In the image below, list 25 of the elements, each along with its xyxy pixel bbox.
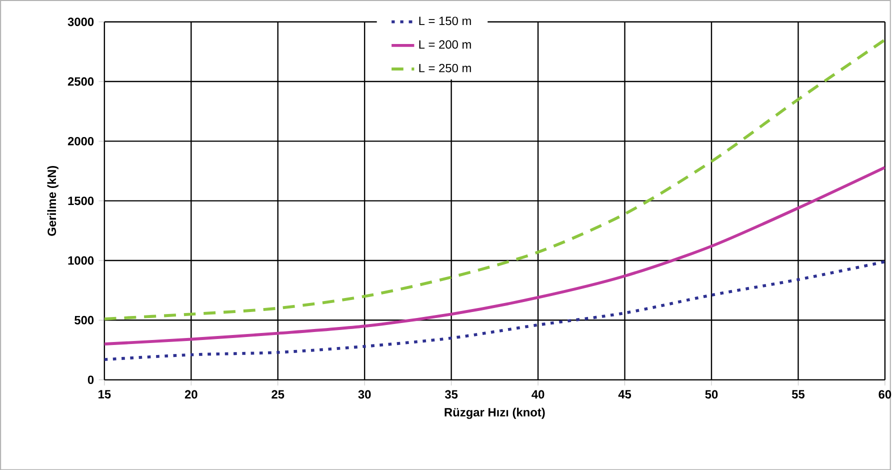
- legend-label: L = 200 m: [419, 40, 471, 49]
- y-tick-label: 2500: [68, 77, 94, 86]
- y-axis-title: Gerilme (kN): [47, 166, 58, 236]
- legend-label: L = 150 m: [419, 16, 471, 26]
- x-tick-label: 55: [792, 390, 805, 398]
- y-tick-label: 500: [74, 316, 94, 324]
- line-series: [104, 260, 885, 361]
- x-tick-label: 15: [98, 390, 111, 398]
- x-tick-label: 50: [705, 390, 718, 398]
- x-tick-label: 35: [444, 390, 458, 398]
- y-tick-label: 2000: [68, 136, 94, 146]
- y-tick-label: 3000: [68, 17, 94, 26]
- y-tick-label: 0: [88, 375, 94, 384]
- x-tick-label: 60: [878, 390, 892, 398]
- x-axis-title: Rüzgar Hızı (knot): [444, 408, 545, 419]
- line-series: [104, 166, 885, 346]
- x-tick-label: 45: [618, 390, 632, 398]
- x-tick-label: 20: [184, 390, 198, 398]
- x-tick-label: 25: [272, 390, 284, 398]
- y-tick-label: 1000: [68, 256, 94, 265]
- legend-label: L = 250 m: [419, 64, 471, 72]
- line-series: [104, 38, 885, 320]
- y-tick-label: 1500: [68, 196, 94, 205]
- x-tick-label: 40: [532, 390, 544, 398]
- x-tick-label: 30: [358, 390, 371, 398]
